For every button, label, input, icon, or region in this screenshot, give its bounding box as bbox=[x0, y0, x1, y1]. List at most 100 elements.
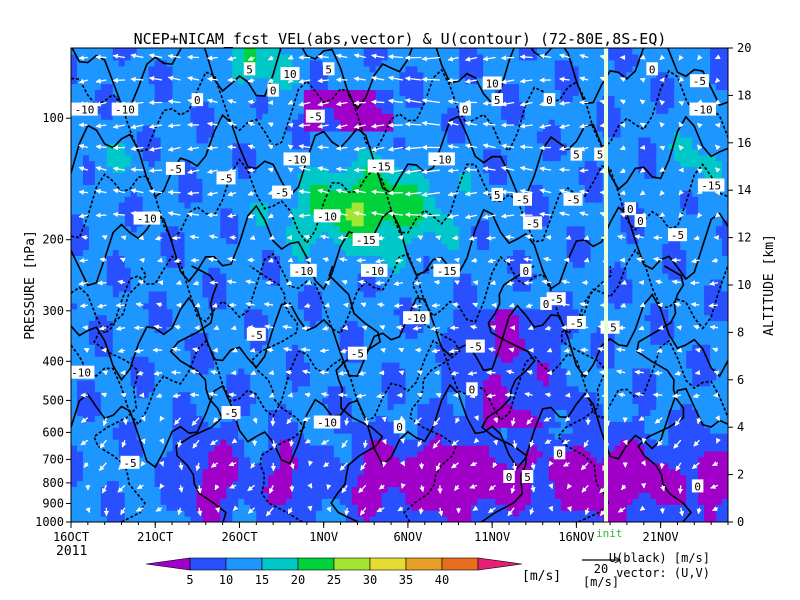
speed-cell bbox=[71, 65, 78, 73]
speed-cell bbox=[399, 83, 407, 91]
speed-cell bbox=[130, 332, 138, 339]
speed-cell bbox=[226, 285, 233, 292]
speed-cell bbox=[256, 462, 263, 470]
speed-cell bbox=[309, 89, 317, 97]
speed-cell bbox=[286, 350, 293, 357]
speed-cell bbox=[82, 178, 90, 185]
speed-cell bbox=[387, 326, 395, 334]
speed-cell bbox=[375, 450, 383, 458]
speed-cell bbox=[250, 243, 257, 251]
speed-cell bbox=[82, 290, 90, 298]
speed-cell bbox=[256, 480, 263, 488]
speed-cell bbox=[423, 362, 430, 369]
speed-cell bbox=[303, 498, 311, 505]
speed-cell bbox=[268, 249, 275, 257]
speed-cell bbox=[363, 59, 371, 67]
speed-cell bbox=[262, 296, 269, 304]
speed-cell bbox=[130, 261, 138, 268]
speed-cell bbox=[160, 279, 168, 286]
speed-cell bbox=[274, 225, 281, 233]
speed-cell bbox=[154, 332, 162, 339]
speed-cell bbox=[387, 213, 395, 221]
speed-cell bbox=[214, 89, 221, 97]
speed-cell bbox=[142, 249, 150, 257]
speed-cell bbox=[220, 462, 227, 470]
speed-cell bbox=[256, 190, 263, 197]
speed-cell bbox=[154, 350, 162, 357]
speed-cell bbox=[381, 107, 389, 114]
speed-cell bbox=[256, 290, 263, 298]
speed-cell bbox=[82, 302, 90, 310]
speed-cell bbox=[88, 71, 96, 79]
speed-cell bbox=[178, 213, 186, 221]
speed-cell bbox=[118, 142, 126, 150]
speed-cell bbox=[172, 237, 180, 245]
speed-cell bbox=[166, 53, 174, 61]
speed-cell bbox=[381, 231, 389, 239]
speed-cell bbox=[298, 332, 305, 339]
speed-cell bbox=[309, 456, 317, 464]
speed-cell bbox=[292, 101, 299, 108]
speed-cell bbox=[154, 136, 162, 144]
speed-cell bbox=[429, 516, 436, 522]
speed-cell bbox=[321, 362, 329, 369]
speed-cell bbox=[154, 178, 162, 185]
speed-cell bbox=[274, 332, 281, 339]
speed-cell bbox=[196, 125, 203, 132]
speed-cell bbox=[77, 468, 84, 476]
speed-cell bbox=[172, 492, 180, 499]
speed-cell bbox=[429, 486, 436, 493]
speed-cell bbox=[118, 261, 126, 268]
speed-cell bbox=[262, 421, 269, 428]
speed-cell bbox=[333, 261, 341, 268]
speed-cell bbox=[375, 320, 383, 328]
speed-cell bbox=[280, 142, 287, 150]
speed-cell bbox=[82, 196, 90, 203]
speed-cell bbox=[399, 261, 407, 268]
speed-cell bbox=[154, 415, 162, 422]
speed-cell bbox=[220, 196, 227, 203]
speed-cell bbox=[381, 59, 389, 67]
speed-cell bbox=[148, 344, 156, 351]
speed-cell bbox=[363, 225, 371, 233]
speed-cell bbox=[77, 178, 84, 185]
speed-cell bbox=[417, 421, 424, 428]
speed-cell bbox=[106, 213, 114, 221]
speed-cell bbox=[112, 65, 120, 73]
speed-cell bbox=[172, 468, 180, 476]
speed-cell bbox=[333, 243, 341, 251]
speed-cell bbox=[280, 279, 287, 286]
speed-cell bbox=[148, 243, 156, 251]
speed-cell bbox=[399, 273, 407, 280]
speed-cell bbox=[106, 279, 114, 286]
speed-cell bbox=[172, 142, 180, 150]
speed-cell bbox=[244, 415, 251, 422]
speed-cell bbox=[106, 119, 114, 126]
speed-cell bbox=[148, 350, 156, 357]
speed-cell bbox=[399, 95, 407, 102]
speed-cell bbox=[280, 373, 287, 381]
speed-cell bbox=[292, 285, 299, 292]
speed-cell bbox=[244, 178, 251, 185]
speed-cell bbox=[124, 498, 132, 505]
speed-cell bbox=[100, 178, 108, 185]
speed-cell bbox=[369, 148, 377, 156]
speed-cell bbox=[423, 261, 430, 268]
speed-cell bbox=[309, 178, 317, 185]
speed-cell bbox=[184, 397, 192, 405]
speed-cell bbox=[345, 249, 353, 257]
speed-cell bbox=[154, 492, 162, 499]
speed-cell bbox=[381, 53, 389, 61]
speed-cell bbox=[423, 237, 430, 245]
speed-cell bbox=[387, 196, 395, 203]
speed-cell bbox=[220, 296, 227, 304]
speed-cell bbox=[178, 427, 186, 434]
speed-cell bbox=[262, 445, 269, 452]
speed-cell bbox=[244, 296, 251, 304]
speed-cell bbox=[274, 249, 281, 257]
speed-cell bbox=[208, 160, 215, 168]
speed-cell bbox=[136, 356, 144, 363]
speed-cell bbox=[77, 421, 84, 428]
speed-cell bbox=[106, 172, 114, 179]
speed-cell bbox=[71, 486, 78, 493]
